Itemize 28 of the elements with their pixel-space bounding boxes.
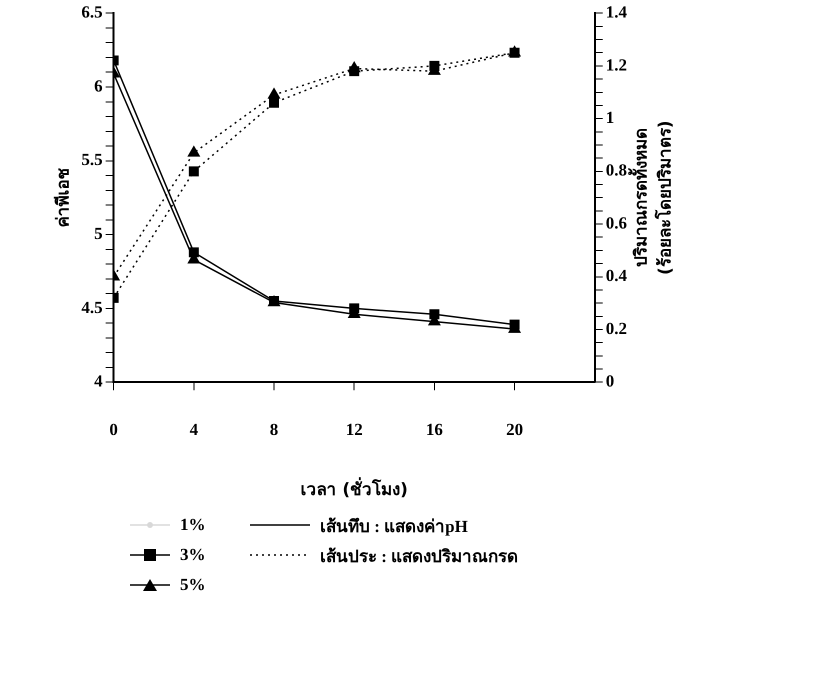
y2-tick-label: 0.4 <box>606 266 628 286</box>
text: เส้นประ : แสดงปริมาณกรด <box>320 546 518 568</box>
y2-tick-label: 1.4 <box>606 2 628 22</box>
y2-tick-label: 0.2 <box>606 318 627 338</box>
y-tick-label: 5 <box>94 224 103 243</box>
x-tick-label: 4 <box>190 420 199 439</box>
y-axis-title: ค่าพีเอช <box>52 168 74 228</box>
legend-label: 1% <box>180 515 206 535</box>
x-tick-label: 12 <box>346 420 363 439</box>
y2-axis-title: ปริมาณกรดทั้งหมด (ร้อยละโดยปริมาตร) <box>627 120 676 275</box>
y-tick-label: 6 <box>94 76 103 96</box>
x-tick-label: 8 <box>270 420 278 439</box>
x-axis-title: เวลา (ชั่วโมง) <box>300 477 408 500</box>
x-tick-label: 0 <box>109 420 118 439</box>
y2-tick-label: 1 <box>606 108 614 128</box>
x-tick-label: 20 <box>506 420 524 439</box>
y-tick-label: 5.5 <box>81 150 103 170</box>
y2-tick-label: 0.6 <box>606 213 627 232</box>
y-tick-label: 4.5 <box>81 298 103 317</box>
y-tick-label: 6.5 <box>81 2 103 22</box>
legend-label: 5% <box>180 575 206 595</box>
y2-tick-label: 0.8 <box>606 160 627 180</box>
y2-tick-label: 1.2 <box>606 55 627 74</box>
text: เส้นทึบ : แสดงค่าpH <box>320 516 468 538</box>
y-tick-label: 4 <box>94 372 104 391</box>
legend-label: 3% <box>180 545 206 565</box>
y2-tick-label: 0 <box>606 372 614 391</box>
x-tick-label: 16 <box>426 420 443 439</box>
